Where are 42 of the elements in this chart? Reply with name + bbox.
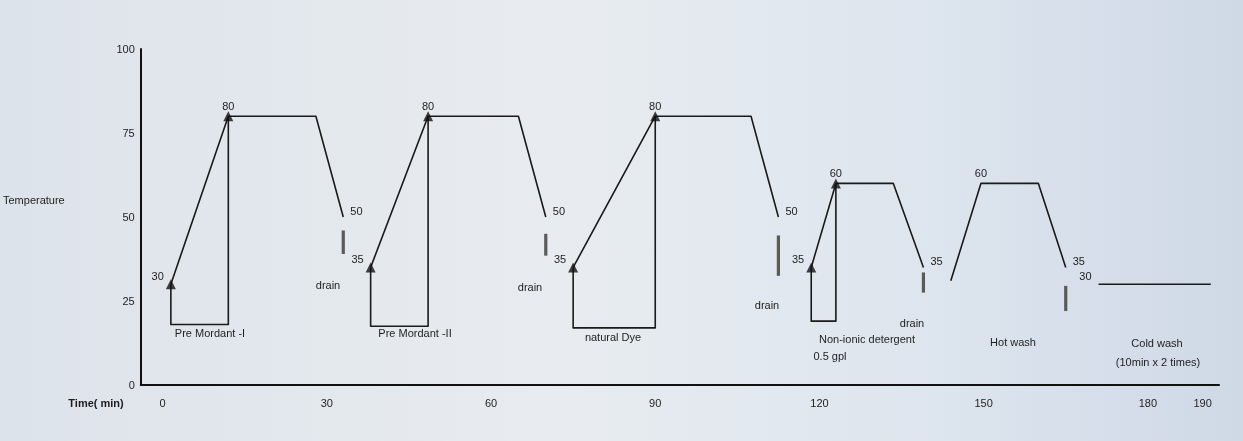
- x-tick-label: 120: [810, 396, 829, 409]
- y-tick-label: 50: [122, 211, 135, 223]
- data-label: 35: [553, 253, 567, 266]
- data-label: 30: [1079, 270, 1092, 283]
- y-axis-title: Temperature: [2, 193, 65, 206]
- annotation: drain: [899, 317, 925, 329]
- annotation: Pre Mordant -I: [174, 327, 246, 339]
- data-label: 35: [351, 253, 364, 266]
- y-tick-label: 100: [116, 43, 135, 55]
- data-label: 35: [791, 253, 805, 266]
- data-label: 35: [930, 255, 943, 268]
- annotation: drain: [754, 299, 780, 311]
- annotation: Non-ionic detergent: [818, 333, 916, 345]
- data-label: 60: [974, 166, 988, 179]
- x-tick-label: 190: [1193, 396, 1212, 409]
- annotation: drain: [517, 281, 543, 293]
- data-label: 50: [350, 205, 363, 217]
- data-label: 80: [222, 99, 235, 112]
- y-tick-label: 75: [122, 127, 135, 139]
- x-tick-label: 180: [1138, 396, 1158, 409]
- annotation: Hot wash: [990, 336, 1036, 348]
- x-axis-title: Time( min): [68, 396, 125, 409]
- annotation: (10min x 2 times): [1115, 356, 1201, 368]
- annotation: natural Dye: [584, 331, 642, 343]
- y-tick-label: 0: [128, 379, 135, 391]
- x-tick-label: 90: [649, 396, 662, 409]
- x-tick-label: 60: [484, 396, 498, 409]
- annotation: drain: [315, 279, 341, 291]
- x-tick-label: 150: [974, 396, 993, 409]
- annotation: Cold wash: [1131, 337, 1183, 349]
- x-tick-label: 0: [159, 396, 166, 409]
- annotation: 0.5 gpl: [813, 350, 847, 362]
- data-label: 80: [649, 99, 662, 112]
- data-label: 50: [785, 205, 798, 217]
- x-tick-label: 30: [320, 396, 333, 409]
- annotation: Pre Mordant -II: [378, 327, 452, 339]
- data-label: 50: [552, 205, 566, 217]
- data-label: 30: [151, 270, 164, 283]
- data-label: 80: [421, 99, 435, 112]
- y-tick-label: 25: [122, 295, 135, 307]
- data-label: 60: [829, 166, 842, 179]
- data-label: 35: [1072, 255, 1085, 268]
